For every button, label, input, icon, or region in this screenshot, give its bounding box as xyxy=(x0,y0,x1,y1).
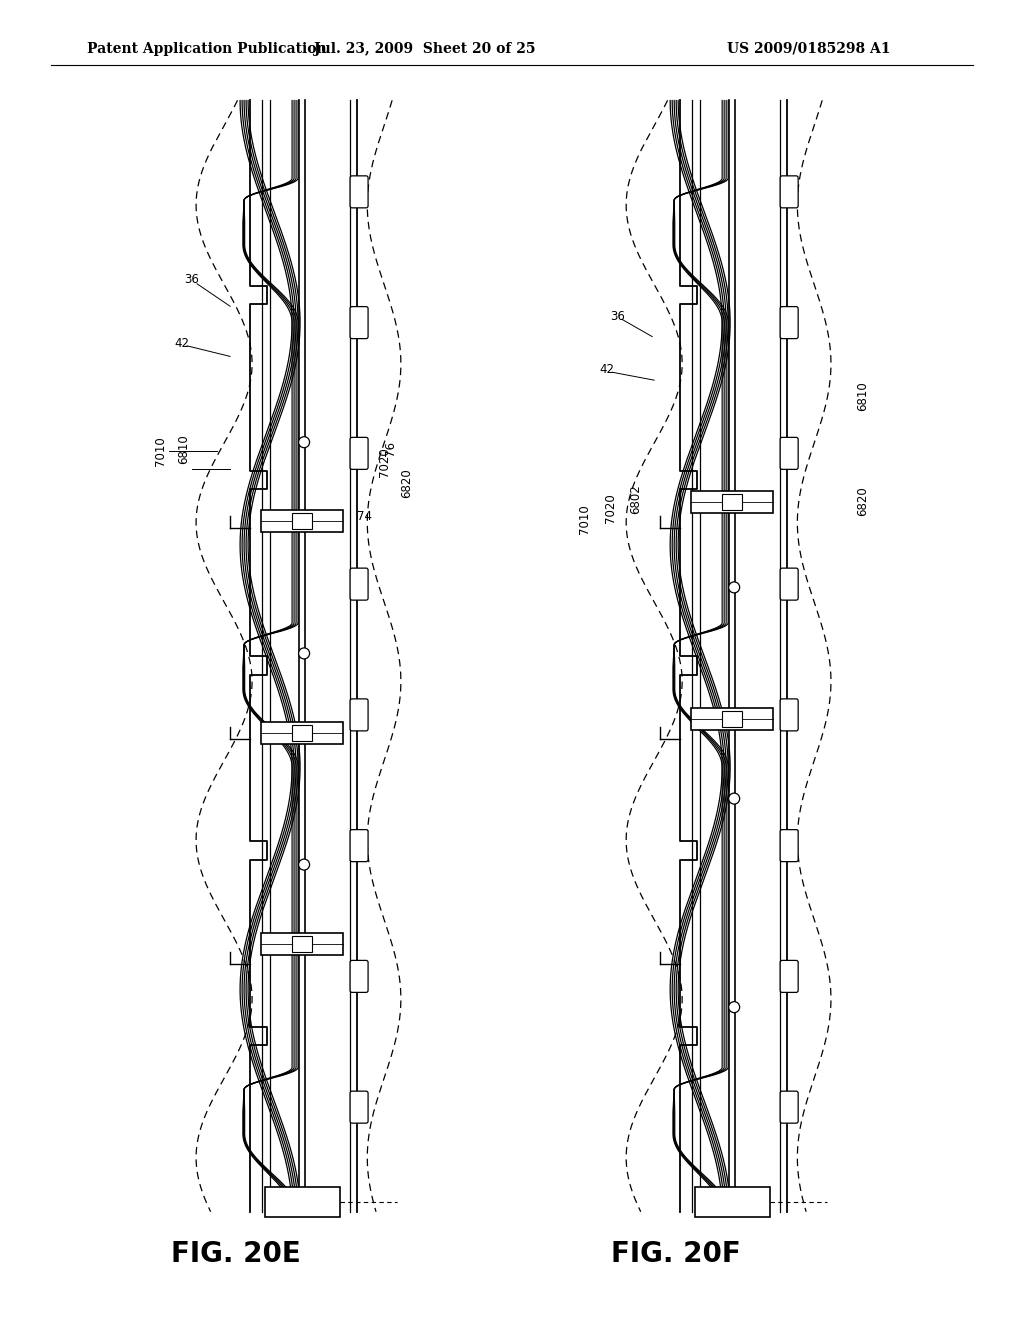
Text: Jul. 23, 2009  Sheet 20 of 25: Jul. 23, 2009 Sheet 20 of 25 xyxy=(314,42,536,55)
Text: 7020: 7020 xyxy=(378,447,390,477)
FancyBboxPatch shape xyxy=(780,698,798,731)
Circle shape xyxy=(299,437,309,447)
Text: 42: 42 xyxy=(174,337,189,350)
Text: 76: 76 xyxy=(384,441,396,457)
Circle shape xyxy=(729,793,739,804)
FancyBboxPatch shape xyxy=(350,1092,368,1123)
Bar xyxy=(261,511,343,532)
FancyBboxPatch shape xyxy=(350,306,368,339)
Text: 7020: 7020 xyxy=(604,494,616,523)
Text: 6810: 6810 xyxy=(177,434,190,463)
Bar xyxy=(694,1187,770,1217)
FancyBboxPatch shape xyxy=(780,830,798,862)
Circle shape xyxy=(299,648,309,659)
FancyBboxPatch shape xyxy=(350,437,368,470)
Bar xyxy=(722,711,742,727)
Text: 7010: 7010 xyxy=(578,504,591,533)
FancyBboxPatch shape xyxy=(780,961,798,993)
Bar xyxy=(722,494,742,510)
FancyBboxPatch shape xyxy=(780,568,798,601)
Bar xyxy=(292,513,312,529)
Bar xyxy=(691,491,773,512)
Text: FIG. 20F: FIG. 20F xyxy=(611,1239,740,1269)
Bar xyxy=(691,709,773,730)
Text: 6810: 6810 xyxy=(856,381,868,411)
Text: 36: 36 xyxy=(609,310,625,323)
Bar xyxy=(292,725,312,741)
FancyBboxPatch shape xyxy=(350,961,368,993)
Text: 7010: 7010 xyxy=(154,437,167,466)
FancyBboxPatch shape xyxy=(350,830,368,862)
Text: 74: 74 xyxy=(356,510,372,523)
Text: 6820: 6820 xyxy=(400,469,414,498)
FancyBboxPatch shape xyxy=(350,698,368,731)
FancyBboxPatch shape xyxy=(780,176,798,207)
Bar xyxy=(261,933,343,954)
FancyBboxPatch shape xyxy=(780,306,798,339)
FancyBboxPatch shape xyxy=(780,1092,798,1123)
Circle shape xyxy=(729,582,739,593)
Circle shape xyxy=(729,1002,739,1012)
FancyBboxPatch shape xyxy=(350,176,368,207)
FancyBboxPatch shape xyxy=(350,568,368,601)
Text: 6820: 6820 xyxy=(856,487,868,516)
Text: 6802: 6802 xyxy=(629,484,642,513)
Text: 36: 36 xyxy=(184,273,200,286)
Circle shape xyxy=(299,859,309,870)
Text: US 2009/0185298 A1: US 2009/0185298 A1 xyxy=(727,42,891,55)
Bar xyxy=(264,1187,340,1217)
Bar xyxy=(261,722,343,743)
FancyBboxPatch shape xyxy=(780,437,798,470)
Text: 42: 42 xyxy=(600,363,614,376)
Text: FIG. 20E: FIG. 20E xyxy=(171,1239,300,1269)
Text: Patent Application Publication: Patent Application Publication xyxy=(87,42,327,55)
Bar xyxy=(292,936,312,952)
